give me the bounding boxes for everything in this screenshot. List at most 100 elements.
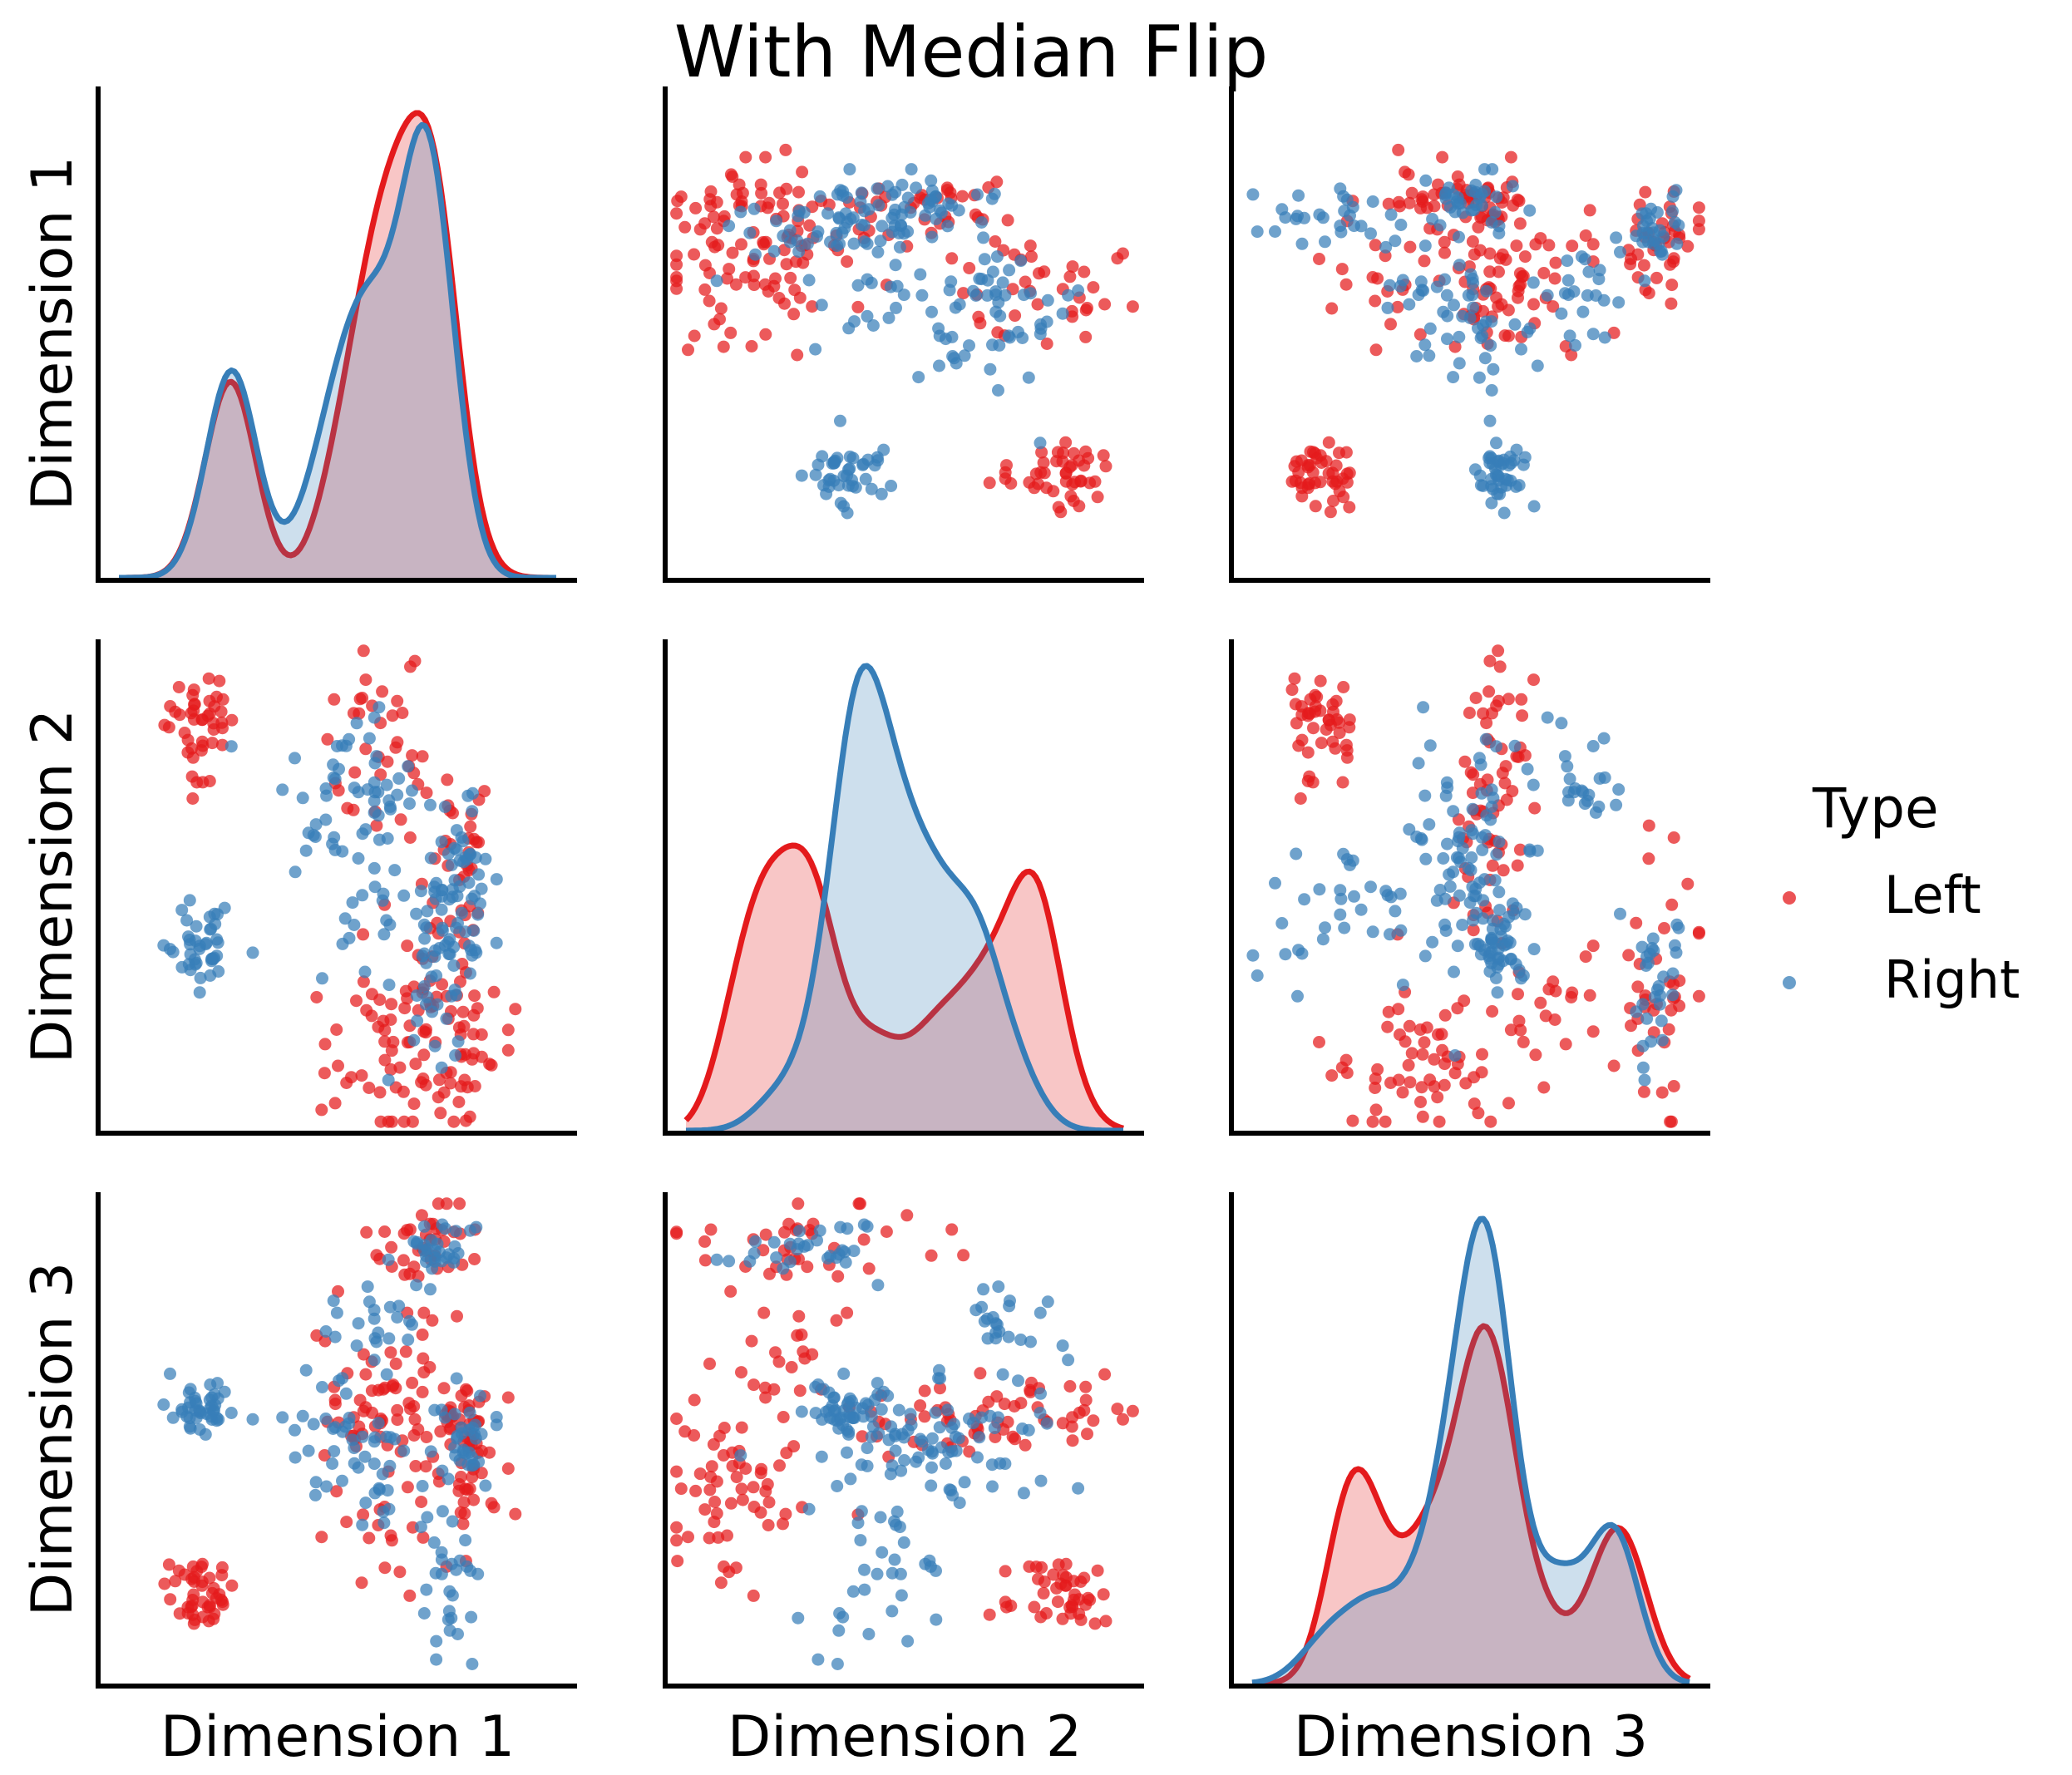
point-right: [410, 907, 423, 920]
point-right: [749, 1235, 762, 1248]
point-right: [1485, 931, 1498, 944]
point-right: [368, 806, 381, 819]
point-right: [368, 1487, 382, 1500]
point-left: [328, 693, 341, 706]
point-left: [1366, 1115, 1379, 1128]
point-left: [420, 1431, 433, 1443]
point-right: [193, 1423, 206, 1436]
point-right: [1423, 322, 1437, 335]
pairplot-panels: Dimension 1 Dimension 1 Dimension 2 Dimensi…: [20, 86, 1710, 1770]
point-left: [670, 1534, 683, 1547]
point-right: [925, 1445, 939, 1458]
point-left: [1483, 265, 1497, 279]
point-right: [380, 1368, 393, 1381]
point-right: [1017, 1487, 1030, 1500]
point-right: [885, 480, 898, 492]
point-right: [338, 912, 352, 925]
point-right: [1646, 932, 1660, 945]
point-right: [328, 1330, 342, 1344]
point-right: [811, 1234, 823, 1247]
point-left: [1497, 864, 1510, 877]
point-right: [416, 1480, 429, 1492]
point-right: [895, 1464, 908, 1477]
point-left: [365, 1384, 378, 1398]
point-right: [1381, 889, 1394, 902]
point-right: [1246, 949, 1260, 962]
point-left: [408, 654, 422, 668]
point-right: [308, 1488, 322, 1501]
point-right: [1014, 254, 1028, 268]
point-left: [925, 1249, 938, 1262]
point-left: [1436, 1043, 1449, 1057]
point-left: [1301, 746, 1315, 759]
point-left: [792, 1309, 806, 1323]
point-left: [384, 1063, 397, 1076]
point-right: [289, 865, 302, 879]
point-left: [397, 1115, 411, 1128]
point-right: [383, 1459, 397, 1472]
point-right: [442, 847, 455, 860]
point-right: [792, 1611, 805, 1625]
point-left: [378, 1023, 392, 1037]
point-left: [1630, 916, 1643, 929]
point-left: [747, 1589, 760, 1602]
point-right: [1467, 914, 1480, 927]
point-left: [385, 1240, 398, 1254]
point-left: [1289, 698, 1302, 711]
point-left: [704, 200, 718, 213]
point-left: [1117, 1413, 1129, 1426]
point-right: [1251, 225, 1264, 239]
point-left: [698, 283, 712, 296]
point-right: [1275, 203, 1289, 216]
point-left: [1431, 1091, 1444, 1104]
point-left: [452, 1096, 466, 1108]
point-right: [1475, 786, 1488, 800]
point-right: [897, 288, 910, 302]
point-right: [770, 1251, 783, 1265]
point-right: [858, 1563, 871, 1576]
point-right: [316, 1381, 328, 1393]
point-left: [1366, 271, 1379, 284]
point-right: [942, 197, 955, 210]
point-right: [975, 1411, 988, 1424]
point-right: [430, 1653, 443, 1666]
point-right: [1670, 184, 1683, 197]
point-right: [1443, 868, 1456, 881]
point-left: [416, 1328, 429, 1341]
point-right: [1479, 732, 1492, 746]
point-right: [388, 864, 402, 877]
point-right: [435, 1546, 448, 1559]
point-left: [1000, 1600, 1013, 1614]
point-right: [1670, 946, 1683, 959]
point-left: [501, 1023, 515, 1037]
point-right: [897, 1536, 910, 1549]
point-right: [1480, 284, 1493, 298]
point-right: [1034, 1474, 1048, 1487]
point-left: [712, 239, 725, 252]
point-right: [352, 852, 365, 865]
point-right: [848, 1412, 861, 1424]
point-right: [882, 311, 895, 324]
point-left: [1477, 707, 1490, 720]
point-left: [169, 705, 182, 718]
panel-r2-c1: [96, 639, 577, 1136]
point-right: [431, 1237, 444, 1250]
point-right: [447, 1255, 461, 1269]
point-right: [783, 1255, 797, 1269]
point-left: [1059, 436, 1073, 449]
point-right: [428, 1039, 442, 1053]
point-right: [910, 181, 923, 195]
point-right: [435, 836, 448, 849]
point-left: [777, 1517, 789, 1531]
legend: Type Left Right: [1783, 777, 2020, 1010]
point-right: [1319, 921, 1331, 934]
point-right: [843, 462, 856, 476]
point-left: [1307, 722, 1320, 735]
point-left: [1637, 259, 1650, 272]
point-left: [378, 1225, 392, 1238]
point-right: [1034, 328, 1047, 341]
point-left: [957, 287, 970, 300]
point-left: [1067, 1575, 1080, 1588]
point-left: [1335, 263, 1349, 276]
